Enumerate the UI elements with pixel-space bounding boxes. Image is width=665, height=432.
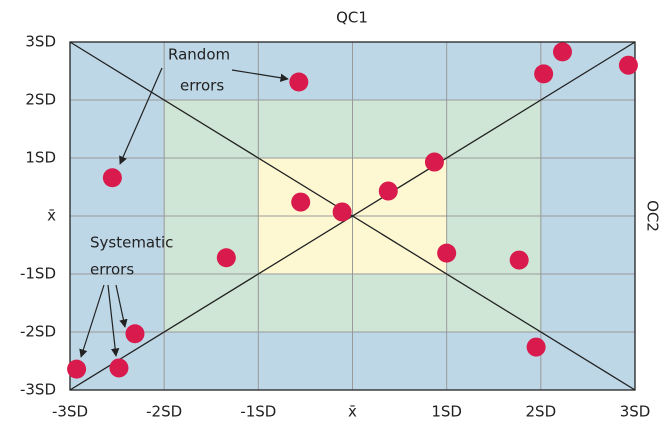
y-tick-label: x̄ [47, 207, 56, 225]
annotations: Random errors Systematic errors [79, 46, 289, 358]
x-tick-label: x̄ [348, 403, 357, 421]
y-tick-label: 1SD [25, 149, 56, 167]
y-axis-label: OC2 [644, 200, 662, 232]
point [552, 42, 572, 62]
arrow [231, 69, 289, 82]
x-tick-label: -3SD [52, 403, 88, 421]
annotation: Systematic [90, 234, 173, 252]
annotation: Random [168, 46, 230, 64]
y-tick-label: -3SD [20, 381, 56, 399]
point [509, 250, 529, 270]
annotation: errors [90, 261, 134, 279]
x-tick-label: 1SD [431, 403, 462, 421]
point [109, 358, 129, 378]
y-tick-label: -2SD [20, 323, 56, 341]
plot-frame [69, 41, 636, 391]
point [424, 152, 444, 172]
point [332, 202, 352, 222]
diagonal [69, 41, 636, 391]
point [437, 243, 457, 263]
point [67, 359, 87, 379]
point [378, 181, 398, 201]
x-tick-label: -2SD [146, 403, 182, 421]
point [618, 55, 638, 75]
x-tick-label: 2SD [526, 403, 557, 421]
point [125, 324, 145, 344]
y-tick-label: -1SD [20, 265, 56, 283]
arrow [79, 284, 105, 358]
arrow [119, 67, 163, 165]
x-tick-label: -1SD [240, 403, 276, 421]
point [102, 168, 122, 188]
y-tick-label: 3SD [25, 33, 56, 51]
point [534, 64, 554, 84]
point [291, 192, 311, 212]
point [526, 337, 546, 357]
point [216, 248, 236, 268]
point [289, 72, 309, 92]
chart-title: QC1 [336, 9, 368, 27]
x-tick-label: 3SD [620, 403, 651, 421]
annotation: errors [180, 77, 224, 95]
y-tick-label: 2SD [25, 91, 56, 109]
arrow [107, 284, 120, 357]
arrow [115, 284, 128, 328]
